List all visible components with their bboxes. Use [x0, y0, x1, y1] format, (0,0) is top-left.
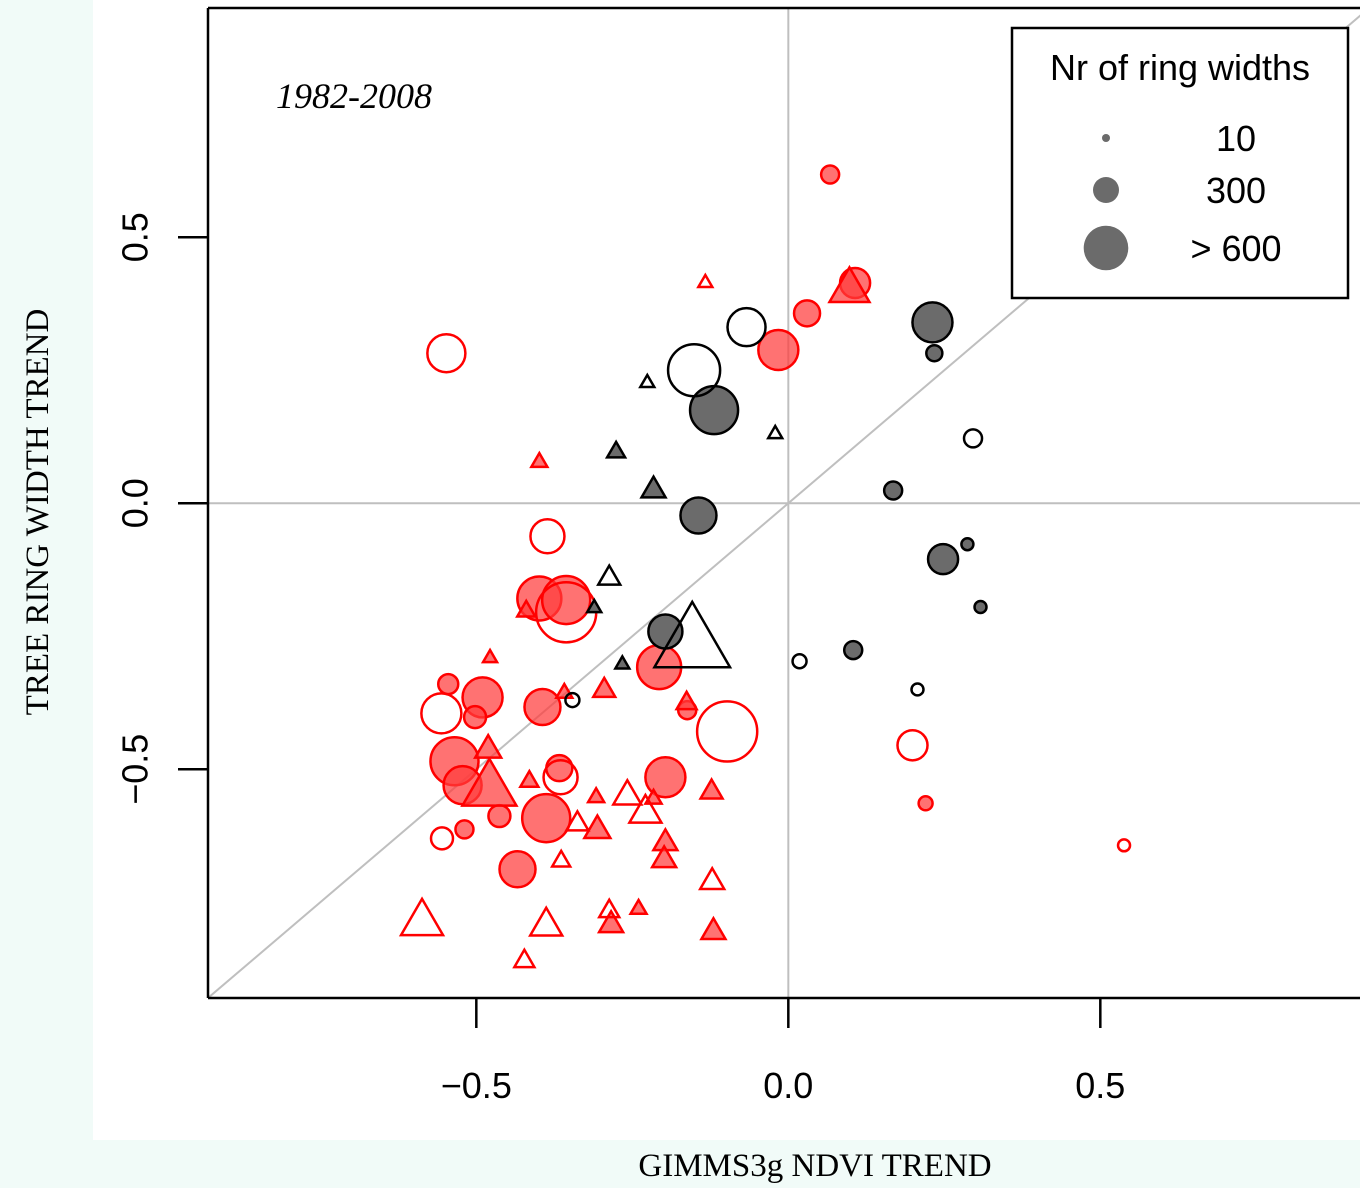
circle-point	[962, 428, 984, 449]
triangle-point	[639, 474, 668, 499]
y-tick-label: −0.5	[115, 734, 156, 805]
circle-point	[1116, 838, 1132, 853]
circle-point	[436, 672, 460, 696]
triangle-point	[766, 423, 785, 440]
triangle-point	[699, 915, 728, 941]
circle-point	[487, 803, 512, 829]
legend-size-label: 300	[1206, 170, 1266, 211]
triangle-point	[638, 372, 657, 389]
legend-title: Nr of ring widths	[1050, 47, 1310, 88]
circle-point	[726, 306, 767, 348]
triangle-point	[585, 785, 607, 804]
circle-point	[644, 755, 687, 799]
circle-point	[564, 691, 581, 709]
triangle-point	[550, 848, 573, 868]
x-tick-label: −0.5	[441, 1065, 512, 1106]
triangle-point	[613, 653, 632, 670]
circle-point	[917, 795, 934, 812]
triangle-point	[674, 689, 699, 711]
period-annotation: 1982-2008	[276, 76, 432, 116]
circle-point	[498, 850, 537, 889]
circle-point	[757, 328, 800, 372]
y-tick-label: 0.0	[115, 478, 156, 528]
y-tick-label: 0.5	[115, 212, 156, 262]
circle-point	[679, 496, 718, 535]
triangle-point	[591, 675, 618, 699]
triangle-point	[652, 599, 733, 669]
triangle-point	[512, 947, 537, 969]
triangle-point	[649, 843, 679, 869]
triangle-point	[564, 808, 591, 832]
triangle-point	[473, 732, 504, 759]
legend: Nr of ring widths 10 300 > 600	[1010, 26, 1350, 300]
circle-point	[791, 653, 808, 670]
circle-point	[426, 332, 467, 374]
circle-point	[542, 758, 579, 796]
legend-size-symbol	[1093, 177, 1119, 203]
triangle-point	[611, 777, 644, 806]
triangle-point	[585, 597, 604, 614]
axes: −0.5 0.0 0.5 −0.5 0.0 0.5	[115, 6, 1360, 1106]
triangle-point	[696, 272, 715, 289]
triangle-point	[628, 897, 649, 916]
triangle-point	[698, 776, 725, 800]
circle-point	[896, 729, 929, 762]
circle-point	[926, 542, 960, 576]
circle-point	[523, 687, 562, 727]
triangle-point	[460, 756, 519, 807]
circle-point	[666, 342, 722, 398]
triangle-point	[627, 792, 664, 824]
circle-point	[792, 299, 822, 328]
x-tick-label: 0.5	[1075, 1065, 1125, 1106]
triangle-point	[515, 598, 538, 618]
triangle-point	[529, 450, 550, 469]
circle-point	[960, 536, 975, 552]
triangle-point	[597, 897, 622, 919]
circle-point	[429, 826, 455, 851]
triangle-point	[480, 647, 500, 664]
circle-point	[882, 480, 904, 501]
legend-box	[1010, 26, 1350, 300]
legend-size-label: 10	[1216, 118, 1256, 159]
circle-point	[688, 384, 740, 436]
circle-point	[520, 792, 572, 844]
circle-point	[925, 343, 944, 363]
circle-point	[973, 599, 988, 615]
circle-point	[911, 301, 954, 344]
circle-point	[420, 692, 463, 735]
triangle-point	[596, 563, 623, 586]
circle-point	[540, 574, 592, 626]
plot-area	[208, 8, 1360, 998]
triangle-point	[518, 768, 541, 788]
circle-point	[819, 164, 841, 185]
triangle-point	[596, 908, 626, 934]
triangle-point	[528, 905, 565, 937]
circle-point	[695, 700, 759, 763]
circle-point	[454, 819, 475, 840]
circle-point	[910, 682, 925, 697]
triangle-point	[604, 439, 628, 459]
triangle-point	[698, 865, 727, 891]
x-axis-label: GIMMS3g NDVI TREND	[638, 1148, 991, 1184]
y-axis-label: TREE RING WIDTH TREND	[20, 309, 56, 716]
x-tick-label: 0.0	[763, 1065, 813, 1106]
circle-point	[842, 639, 864, 661]
legend-size-label: > 600	[1190, 228, 1281, 269]
circle-point	[647, 613, 684, 650]
triangle-point	[398, 896, 446, 937]
circle-point	[462, 704, 488, 730]
legend-size-symbol	[1083, 225, 1129, 271]
triangle-point	[582, 812, 613, 840]
triangle-point	[827, 264, 872, 304]
circle-point	[529, 517, 566, 555]
legend-size-symbol	[1101, 133, 1111, 143]
